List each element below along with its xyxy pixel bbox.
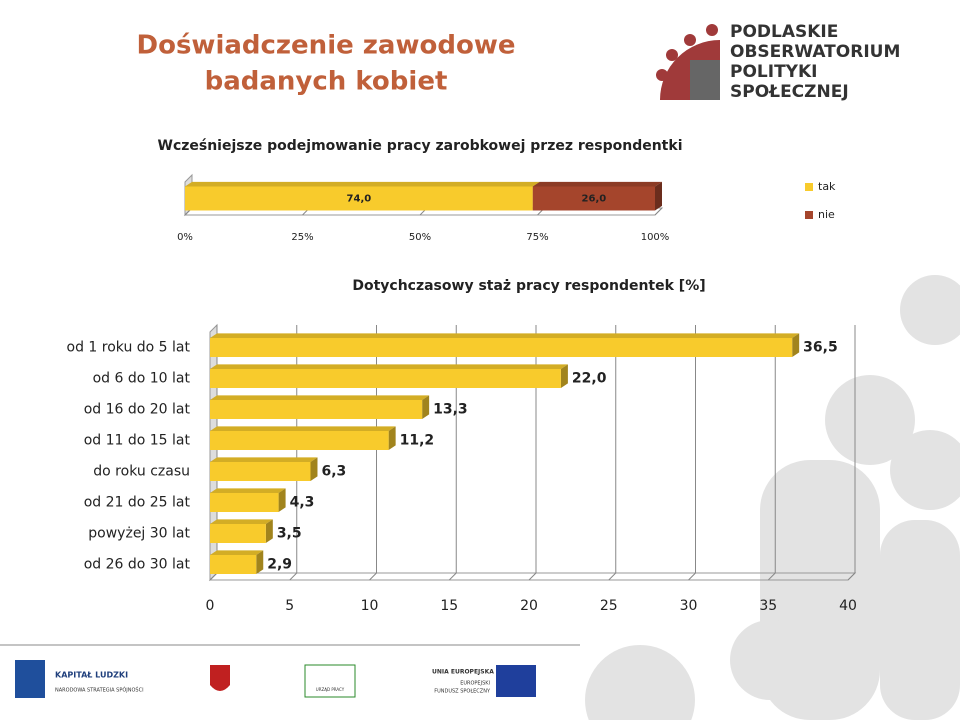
coat-of-arms <box>210 665 230 691</box>
logo-line: POLITYKI <box>730 62 817 82</box>
y-tick-label: od 1 roku do 5 lat <box>67 340 191 356</box>
logo-text: PODLASKIE OBSERWATORIUM POLITYKI SPOŁECZ… <box>730 22 900 102</box>
bar-side <box>422 395 430 419</box>
x-tick-label: 75% <box>526 232 548 243</box>
y-tick-label: od 21 do 25 lat <box>84 495 191 511</box>
y-tick-label: powyżej 30 lat <box>88 526 190 542</box>
page-title: badanych kobiet <box>205 67 448 97</box>
bar-top <box>185 181 540 187</box>
value-label: 2,9 <box>267 557 292 573</box>
x-tick-label: 25 <box>600 598 618 614</box>
x-tick-label: 0% <box>177 232 193 243</box>
bar-top <box>210 364 568 369</box>
bar <box>210 338 793 357</box>
bar-side <box>792 333 800 357</box>
x-tick-label: 40 <box>839 598 857 614</box>
bar-top <box>210 426 396 431</box>
chart-title: Dotychczasowy staż pracy respondentek [%… <box>352 278 705 294</box>
value-label: 74,0 <box>347 194 372 205</box>
grid-line <box>688 325 696 581</box>
bar-side <box>388 426 396 450</box>
x-tick-label: 30 <box>680 598 698 614</box>
footer-text: UNIA EUROPEJSKA <box>432 669 494 676</box>
x-tick-label: 35 <box>759 598 777 614</box>
x-tick-label: 10 <box>361 598 379 614</box>
y-tick-label: od 16 do 20 lat <box>84 402 191 418</box>
y-tick-label: od 11 do 15 lat <box>84 433 191 449</box>
value-label: 11,2 <box>400 433 435 449</box>
x-tick-label: 25% <box>291 232 313 243</box>
grid-line <box>289 325 298 581</box>
bar-side <box>310 457 318 481</box>
grid-line <box>608 325 617 581</box>
legend-label: tak <box>818 180 836 193</box>
bar-side <box>278 488 286 512</box>
x-tick-label: 5 <box>285 598 294 614</box>
legend-swatch <box>805 211 813 219</box>
logo-line: SPOŁECZNEJ <box>730 82 849 102</box>
logo-line: OBSERWATORIUM <box>730 42 900 62</box>
bar-side <box>265 519 273 543</box>
value-label: 13,3 <box>433 402 468 418</box>
x-tick-label: 50% <box>409 232 431 243</box>
footer-text: NARODOWA STRATEGIA SPÓJNOŚCI <box>55 687 144 694</box>
x-tick-label: 20 <box>520 598 538 614</box>
bar <box>210 431 389 450</box>
bar <box>210 400 423 419</box>
value-label: 22,0 <box>572 371 607 387</box>
footer-text: EUROPEJSKI <box>460 681 490 687</box>
bar <box>210 369 561 388</box>
logo-line: PODLASKIE <box>730 22 838 42</box>
value-label: 3,5 <box>277 526 302 542</box>
value-label: 36,5 <box>803 340 838 356</box>
x-tick-label: 15 <box>440 598 458 614</box>
value-label: 6,3 <box>321 464 346 480</box>
bar <box>532 186 655 211</box>
bar <box>210 555 257 574</box>
bar-top <box>210 519 273 524</box>
page-title: Doświadczenie zawodowe <box>137 31 516 61</box>
footer-text: URZĄD PRACY <box>316 687 345 692</box>
background-decoration <box>585 275 960 720</box>
kapital-icon <box>15 660 45 698</box>
grid-line <box>448 325 457 581</box>
value-label: 4,3 <box>290 495 315 511</box>
bar <box>210 493 279 512</box>
legend-label: nie <box>818 208 835 221</box>
bar-side <box>560 364 568 388</box>
footer-text: KAPITAŁ LUDZKI <box>55 671 128 680</box>
logo-icon <box>656 24 720 100</box>
grid-line <box>369 325 377 581</box>
tick-mark <box>654 207 663 216</box>
bar-top <box>532 181 662 187</box>
bar-top <box>210 395 430 400</box>
grid-line <box>847 325 856 581</box>
value-label: 26,0 <box>582 194 607 205</box>
y-tick-label: do roku czasu <box>93 464 190 480</box>
urzad-icon <box>304 664 356 698</box>
bar-top <box>210 333 800 338</box>
legend-swatch <box>805 183 813 191</box>
bar-top <box>210 488 286 493</box>
bar-side <box>655 181 662 211</box>
bar <box>210 462 311 481</box>
grid-line <box>528 325 537 581</box>
bar-top <box>210 550 264 555</box>
y-tick-label: od 6 do 10 lat <box>93 371 191 387</box>
eu-flag <box>496 665 536 697</box>
bar-top <box>210 457 318 462</box>
x-tick-label: 100% <box>641 232 670 243</box>
x-tick-label: 0 <box>206 598 215 614</box>
footer-text: FUNDUSZ SPOŁECZNY <box>434 689 491 695</box>
grid-line <box>767 325 776 581</box>
bar <box>185 186 533 211</box>
y-tick-label: od 26 do 30 lat <box>84 557 191 573</box>
bar-side <box>256 550 264 574</box>
bar <box>210 524 266 543</box>
chart-title: Wcześniejsze podejmowanie pracy zarobkow… <box>158 138 683 154</box>
